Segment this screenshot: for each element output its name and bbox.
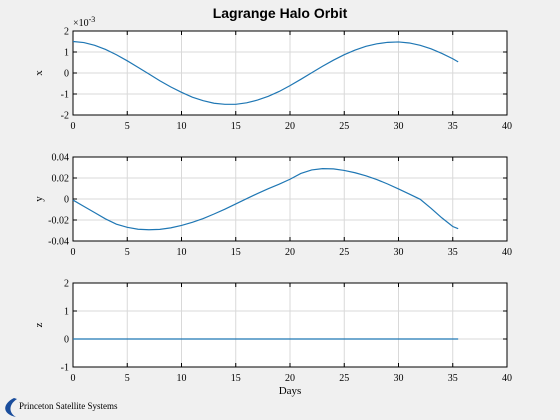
series-line-x — [72, 40, 459, 105]
y-tick-label: 0.02 — [52, 174, 70, 185]
x-tick-label: 35 — [448, 121, 458, 132]
x-tick-label: 15 — [231, 121, 241, 132]
x-tick-label: 25 — [339, 121, 349, 132]
x-axis-label: Days — [279, 385, 302, 397]
subplot-y: 0 5 10 15 20 25 30 35 40 0.04 0.02 0 -0.02 -0.04 y — [33, 153, 512, 259]
x-tick-label: 40 — [502, 247, 512, 258]
x-tick-label: 30 — [394, 373, 404, 384]
x-tick-label: 40 — [502, 373, 512, 384]
x-tick-label: 10 — [177, 247, 187, 258]
x-tick-label: 10 — [177, 373, 187, 384]
x-tick-label: 40 — [502, 121, 512, 132]
axes-frame-z — [72, 282, 508, 368]
x-tick-label: 25 — [339, 373, 349, 384]
y-tick-label: -2 — [61, 111, 69, 122]
logo-text: Princeton Satellite Systems — [19, 401, 118, 411]
x-tick-label: 20 — [285, 247, 295, 258]
x-tick-label: 0 — [71, 121, 76, 132]
y-tick-label: -1 — [61, 363, 69, 374]
x-tick-label: 35 — [448, 373, 458, 384]
y-tick-label: -0.02 — [48, 216, 69, 227]
company-logo: Princeton Satellite Systems — [5, 398, 118, 417]
axes-frame-y — [72, 156, 508, 242]
y-tick-label: 1 — [64, 48, 69, 59]
x-tick-label: 30 — [394, 247, 404, 258]
x-tick-label: 15 — [231, 373, 241, 384]
y-tick-label: 1 — [64, 307, 69, 318]
x-tick-label: 5 — [125, 247, 130, 258]
y-axis-label: y — [33, 196, 45, 202]
y-axis-label: x — [33, 70, 45, 76]
series-line-y — [72, 168, 459, 231]
logo-swoosh-icon — [5, 398, 17, 417]
y-tick-label: 0 — [64, 195, 69, 206]
y-tick-label: 2 — [64, 279, 69, 290]
x-tick-label: 20 — [285, 373, 295, 384]
y-axis-label: z — [33, 322, 45, 327]
x-tick-label: 20 — [285, 121, 295, 132]
x-tick-label: 30 — [394, 121, 404, 132]
x-tick-label: 15 — [231, 247, 241, 258]
x-tick-label: 5 — [125, 373, 130, 384]
y-tick-label: 0 — [64, 335, 69, 346]
y-tick-label: -1 — [61, 90, 69, 101]
y-tick-label: 0.04 — [52, 153, 70, 164]
x-tick-label: 35 — [448, 247, 458, 258]
y-tick-label: 0 — [64, 69, 69, 80]
y-tick-label: 2 — [64, 27, 69, 38]
x-tick-label: 10 — [177, 121, 187, 132]
x-tick-label: 5 — [125, 121, 130, 132]
y-tick-label: -0.04 — [48, 237, 69, 248]
x-tick-label: 0 — [71, 373, 76, 384]
axes-frame-x — [72, 30, 508, 116]
y-axis-exponent: ×10-3 — [73, 15, 95, 29]
x-tick-label: 0 — [71, 247, 76, 258]
x-tick-label: 25 — [339, 247, 349, 258]
chart-title: Lagrange Halo Orbit — [213, 5, 348, 21]
